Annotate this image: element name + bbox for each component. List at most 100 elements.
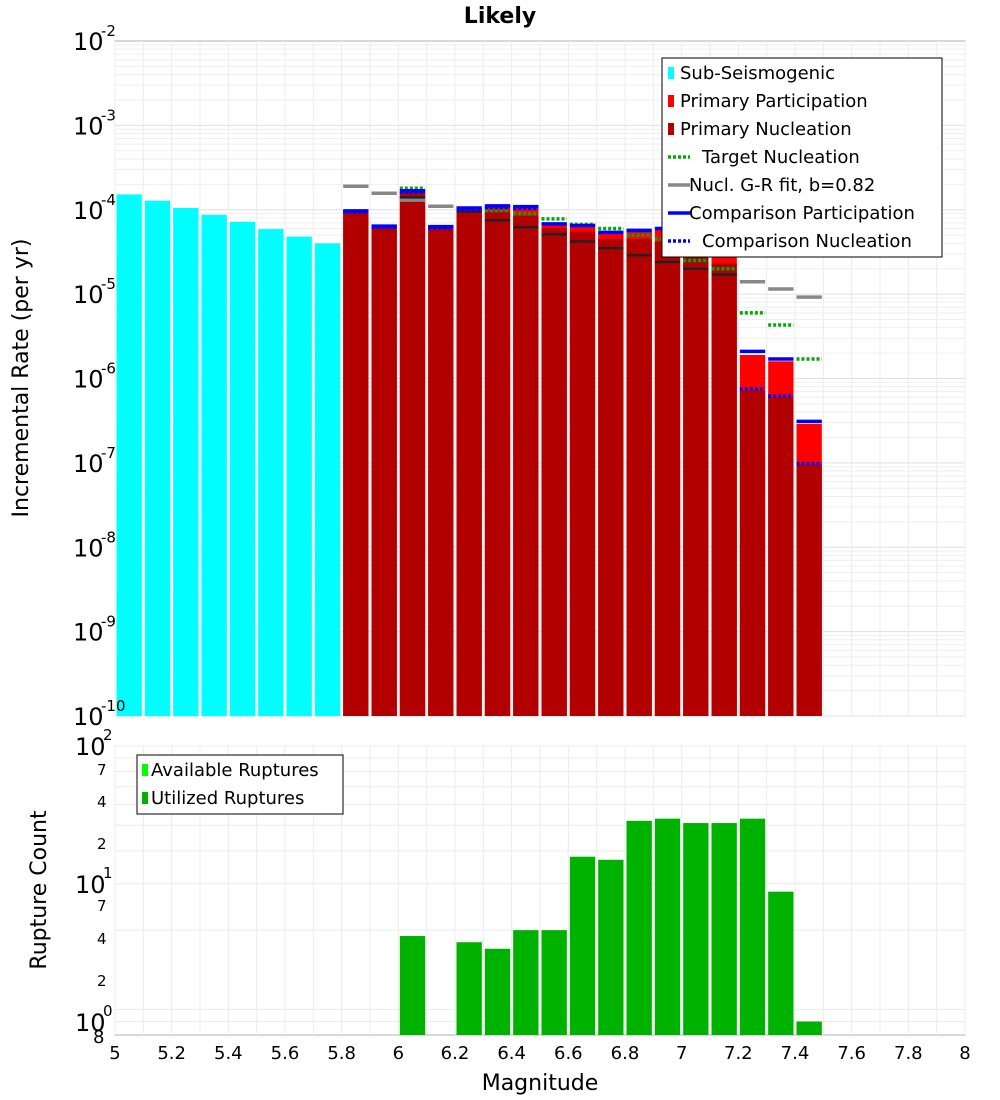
count-legend-box (136, 754, 344, 815)
legend-label: Target Nucleation (701, 147, 860, 168)
x-tick-label: 5.2 (157, 1043, 186, 1064)
y-tick-exponent: 2 (103, 726, 113, 744)
bar-sub-seismogenic (229, 221, 256, 716)
x-tick-label: 5.4 (214, 1043, 243, 1064)
legend-entry: Comparison Participation (668, 203, 915, 224)
x-tick-label: 6.6 (554, 1043, 583, 1064)
x-tick-label: 7.2 (724, 1043, 753, 1064)
y-tick-label: 10-6 (73, 360, 116, 394)
bar-utilized-ruptures (768, 891, 794, 1035)
y-tick-exponent: -4 (101, 191, 116, 209)
y-tick-exponent: -9 (101, 613, 116, 631)
legend-label: Comparison Participation (689, 203, 915, 224)
bar-sub-seismogenic (314, 243, 341, 717)
legend-entry: Nucl. G-R fit, b=0.82 (668, 175, 875, 196)
count-y-axis-label: Rupture Count (27, 810, 52, 970)
bar-utilized-ruptures (569, 856, 596, 1035)
bar-primary-nucleation (371, 227, 397, 716)
x-axis-label: Magnitude (482, 1071, 599, 1096)
legend-label: Sub-Seismogenic (680, 63, 835, 84)
bar-primary-nucleation (541, 228, 567, 716)
bar-sub-seismogenic (258, 229, 284, 717)
legend-label: Primary Participation (680, 91, 868, 112)
bar-utilized-ruptures (541, 930, 567, 1035)
legend-label: Nucl. G-R fit, b=0.82 (689, 175, 875, 196)
legend-entry: Utilized Ruptures (142, 788, 304, 809)
y-tick-base: 10 (73, 197, 104, 225)
x-tick-label: 6 (393, 1043, 404, 1064)
x-tick-label: 8 (959, 1043, 970, 1064)
bar-utilized-ruptures (796, 1021, 822, 1035)
bar-sub-seismogenic (286, 236, 312, 716)
x-tick-label: 6.4 (497, 1043, 526, 1064)
bar-primary-nucleation (683, 255, 709, 716)
y-tick-value: 7 (97, 897, 107, 915)
bar-primary-nucleation (796, 464, 822, 716)
legend-swatch (668, 95, 674, 107)
y-tick-base: 10 (73, 619, 104, 647)
bar-primary-nucleation (569, 231, 596, 716)
y-tick-label: 10-2 (73, 22, 116, 56)
legend-swatch (668, 67, 674, 79)
x-tick-label: 6.2 (441, 1043, 470, 1064)
bar-utilized-ruptures (456, 942, 482, 1035)
y-tick-value: 4 (97, 930, 107, 948)
y-tick-label: 10-8 (73, 528, 116, 562)
x-tick-label: 7.4 (781, 1043, 810, 1064)
legend-swatch (668, 123, 674, 135)
y-tick-base: 10 (73, 281, 104, 309)
x-tick-labels: 5 5.2 5.4 5.6 5.8 6 6.2 6.4 6.6 6.8 7 7.2 7.4 7.6 7.8 8 (109, 1043, 970, 1064)
y-tick-value: 10 (75, 1009, 106, 1037)
y-tick-value: 10 (75, 871, 106, 899)
y-tick-exponent: -8 (101, 528, 116, 546)
legend-label: Utilized Ruptures (151, 788, 304, 809)
bar-utilized-ruptures (683, 823, 709, 1035)
bar-primary-nucleation (768, 397, 794, 716)
y-tick-exponent: -6 (101, 360, 116, 378)
legend-swatch (142, 764, 148, 776)
y-tick-value: 8 (93, 1027, 104, 1048)
bar-utilized-ruptures (654, 818, 681, 1035)
legend-swatch (142, 792, 148, 804)
x-tick-label: 5 (109, 1043, 120, 1064)
y-tick-value: 2 (97, 835, 107, 853)
x-tick-label: 7 (676, 1043, 687, 1064)
bar-primary-nucleation (598, 239, 624, 716)
y-tick-label: 7 (97, 761, 107, 779)
bar-primary-nucleation (654, 241, 681, 717)
y-tick-base: 10 (73, 366, 104, 394)
x-tick-label: 7.6 (837, 1043, 866, 1064)
bar-primary-nucleation (711, 263, 737, 716)
bar-utilized-ruptures (711, 823, 737, 1035)
legend-label: Primary Nucleation (680, 119, 852, 140)
y-tick-label: 100 (75, 1002, 113, 1037)
y-tick-label: 10-10 (73, 697, 126, 731)
bar-utilized-ruptures (399, 936, 426, 1035)
bar-utilized-ruptures (598, 859, 624, 1035)
y-tick-exponent: -7 (101, 444, 116, 462)
bar-primary-nucleation (739, 390, 766, 716)
legend-label: Comparison Nucleation (702, 231, 912, 252)
y-tick-value: 7 (97, 761, 107, 779)
y-tick-label: 102 (75, 726, 113, 761)
bar-sub-seismogenic (144, 200, 171, 716)
y-tick-exponent: -2 (101, 22, 116, 40)
y-tick-label: 2 (97, 835, 107, 853)
y-tick-label: 10-4 (73, 191, 116, 225)
y-tick-value: 4 (97, 793, 107, 811)
legend-label: Available Ruptures (151, 760, 319, 781)
y-tick-value: 2 (97, 972, 107, 990)
y-tick-label: 2 (97, 972, 107, 990)
y-tick-base: 10 (73, 534, 104, 562)
bar-sub-seismogenic (173, 207, 199, 716)
legend-entry: Sub-Seismogenic (668, 63, 835, 84)
rate-panel: 10-210-310-410-510-610-710-810-910-10 In… (9, 22, 966, 731)
x-tick-label: 7.8 (894, 1043, 923, 1064)
bar-utilized-ruptures (626, 820, 652, 1035)
y-tick-label: 10-7 (73, 444, 116, 478)
rate-bars (116, 191, 822, 717)
legend-entry: Target Nucleation (668, 147, 860, 168)
bar-utilized-ruptures (513, 930, 539, 1035)
